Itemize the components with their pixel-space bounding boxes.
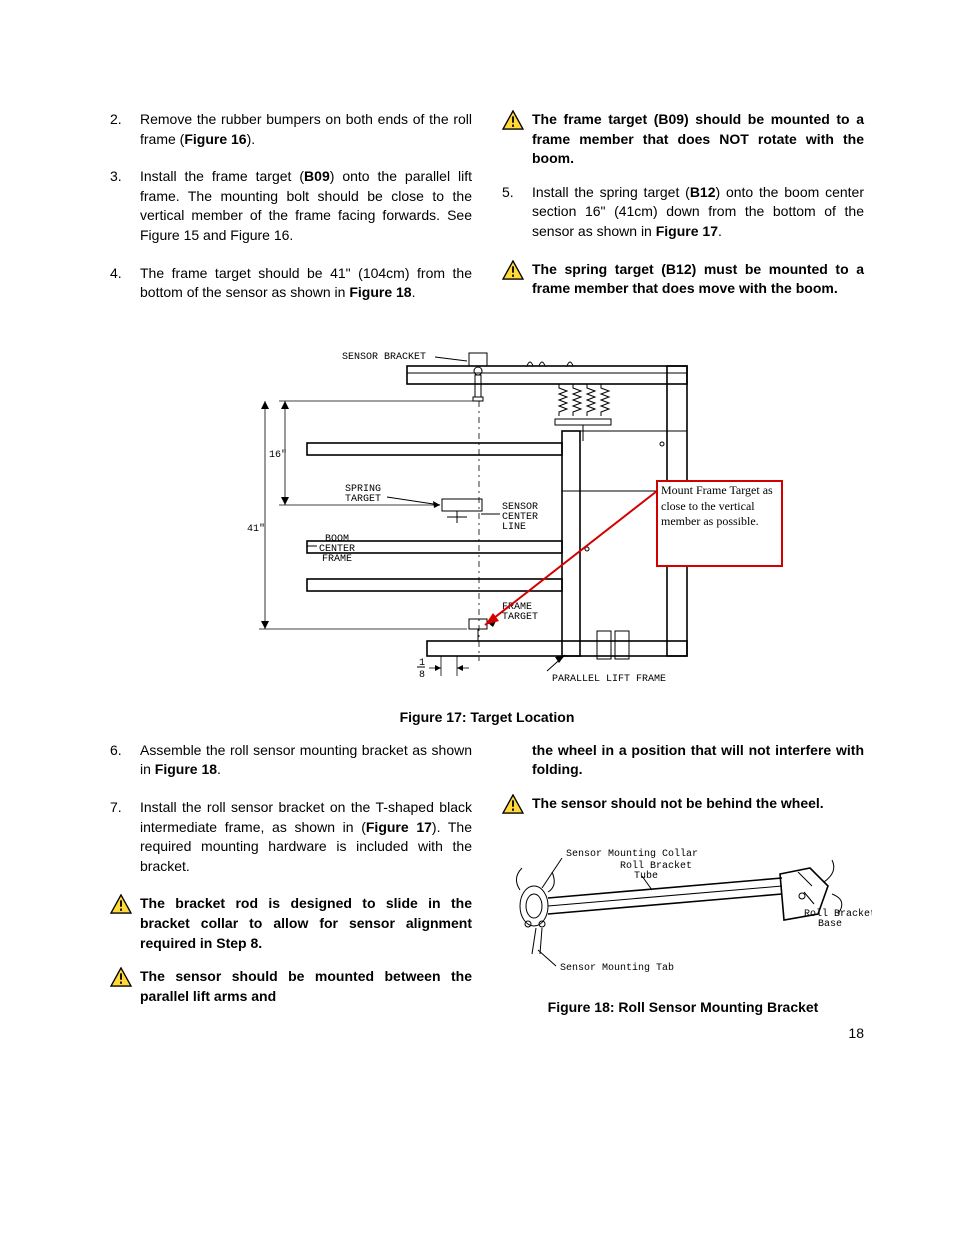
- lbl-bcf-3: FRAME: [322, 554, 352, 565]
- bold-text: Figure 18: [155, 761, 217, 777]
- lbl-sensor-bracket: SENSOR BRACKET: [342, 352, 426, 363]
- lbl-rbb-2: Base: [818, 919, 842, 930]
- plain-text: The frame target should be 41" (104cm) f…: [140, 265, 472, 301]
- warning-icon: [110, 967, 132, 987]
- warning-row: The sensor should be mounted between the…: [110, 967, 472, 1006]
- bottom-left-steps: 6. Assemble the roll sensor mounting brac…: [110, 741, 472, 877]
- warning-icon: [502, 794, 524, 814]
- step-body: The frame target should be 41" (104cm) f…: [140, 264, 472, 303]
- bottom-left-col: 6. Assemble the roll sensor mounting brac…: [110, 741, 472, 1031]
- step-body: Install the spring target (B12) onto the…: [532, 183, 864, 242]
- step-number: 7.: [110, 798, 130, 876]
- bottom-right-col: the wheel in a position that will not in…: [502, 741, 864, 1031]
- lbl-ft-2: TARGET: [502, 612, 538, 623]
- bold-text: Figure 17: [656, 223, 718, 239]
- step-item: 4. The frame target should be 41" (104cm)…: [110, 264, 472, 303]
- bold-text: B09: [304, 168, 330, 184]
- warning-text: The sensor should be mounted between the…: [140, 967, 472, 1006]
- plain-text: .: [217, 761, 221, 777]
- step-item: 3.Install the frame target (B09) onto th…: [110, 167, 472, 245]
- figure-17: SENSOR BRACKET: [110, 331, 864, 725]
- bold-text: B12: [690, 184, 716, 200]
- spacer: [502, 741, 524, 761]
- warning-text: The frame target (B09) should be mounted…: [532, 110, 864, 169]
- bottom-columns: 6. Assemble the roll sensor mounting brac…: [110, 741, 864, 1031]
- lbl-smc: Sensor Mounting Collar: [566, 848, 698, 860]
- figure-18: Sensor Mounting Collar Roll Bracket Tube…: [502, 828, 864, 1015]
- step-body: Remove the rubber bumpers on both ends o…: [140, 110, 472, 149]
- bold-text: Figure 17: [366, 819, 432, 835]
- step-number: 5.: [502, 183, 522, 242]
- plain-text: Install the frame target (: [140, 168, 304, 184]
- step-body: Install the roll sensor bracket on the T…: [140, 798, 472, 876]
- lbl-smt: Sensor Mounting Tab: [560, 962, 674, 974]
- bold-text: Figure 18: [349, 284, 411, 300]
- warning-row: The sensor should not be behind the whee…: [502, 794, 864, 814]
- callout-text: Mount Frame Target as close to the verti…: [661, 483, 778, 530]
- warning-icon: [110, 894, 132, 914]
- figure-18-svg: Sensor Mounting Collar Roll Bracket Tube…: [502, 828, 872, 988]
- step-item: 5.Install the spring target (B12) onto t…: [502, 183, 864, 242]
- step-number: 4.: [110, 264, 130, 303]
- plain-text: .: [412, 284, 416, 300]
- warning-icon-wrap: [110, 967, 132, 987]
- figure-17-svg: SENSOR BRACKET: [167, 331, 807, 701]
- plain-text: ).: [247, 131, 256, 147]
- warning-icon: [502, 110, 524, 130]
- step-number: 6.: [110, 741, 130, 780]
- lbl-scl-3: LINE: [502, 522, 526, 533]
- step-number: 3.: [110, 167, 130, 245]
- figure-17-caption: Figure 17: Target Location: [110, 709, 864, 725]
- warning-text: The sensor should not be behind the whee…: [532, 794, 864, 814]
- warning-row: The frame target (B09) should be mounted…: [502, 110, 864, 169]
- figure-18-caption: Figure 18: Roll Sensor Mounting Bracket: [502, 999, 864, 1015]
- page-number: 18: [848, 1025, 864, 1041]
- page: 2. Remove the rubber bumpers on both ends…: [0, 0, 954, 1071]
- plain-text: .: [718, 223, 722, 239]
- lbl-18-d: 8: [419, 670, 425, 681]
- top-left-col: 2. Remove the rubber bumpers on both ends…: [110, 110, 472, 321]
- top-left-steps: 2. Remove the rubber bumpers on both ends…: [110, 110, 472, 303]
- warning-icon-wrap: [502, 260, 524, 280]
- step-body: Install the frame target (B09) onto the …: [140, 167, 472, 245]
- top-right-col: The frame target (B09) should be mounted…: [502, 110, 864, 321]
- warning-icon-wrap: [502, 110, 524, 130]
- continuation-row: the wheel in a position that will not in…: [502, 741, 864, 780]
- lbl-spring-target-2: TARGET: [345, 494, 381, 505]
- continuation-text: the wheel in a position that will not in…: [532, 741, 864, 780]
- step-item: 2. Remove the rubber bumpers on both ends…: [110, 110, 472, 149]
- warning-row: The spring target (B12) must be mounted …: [502, 260, 864, 299]
- top-columns: 2. Remove the rubber bumpers on both ends…: [110, 110, 864, 321]
- lbl-plf: PARALLEL LIFT FRAME: [552, 674, 666, 685]
- warning-icon: [502, 260, 524, 280]
- lbl-forty-one: 41": [247, 523, 265, 535]
- step-item: 6. Assemble the roll sensor mounting brac…: [110, 741, 472, 780]
- step-number: 2.: [110, 110, 130, 149]
- step-item: 7.Install the roll sensor bracket on the…: [110, 798, 472, 876]
- lbl-rbt-2: Tube: [634, 870, 658, 882]
- warning-icon-wrap: [110, 894, 132, 914]
- warning-text: The bracket rod is designed to slide in …: [140, 894, 472, 953]
- lbl-sixteen: 16": [269, 449, 287, 461]
- warning-text: The spring target (B12) must be mounted …: [532, 260, 864, 299]
- step-body: Assemble the roll sensor mounting bracke…: [140, 741, 472, 780]
- plain-text: Install the spring target (: [532, 184, 690, 200]
- warning-icon-wrap: [502, 794, 524, 814]
- bold-text: Figure 16: [184, 131, 246, 147]
- warning-row: The bracket rod is designed to slide in …: [110, 894, 472, 953]
